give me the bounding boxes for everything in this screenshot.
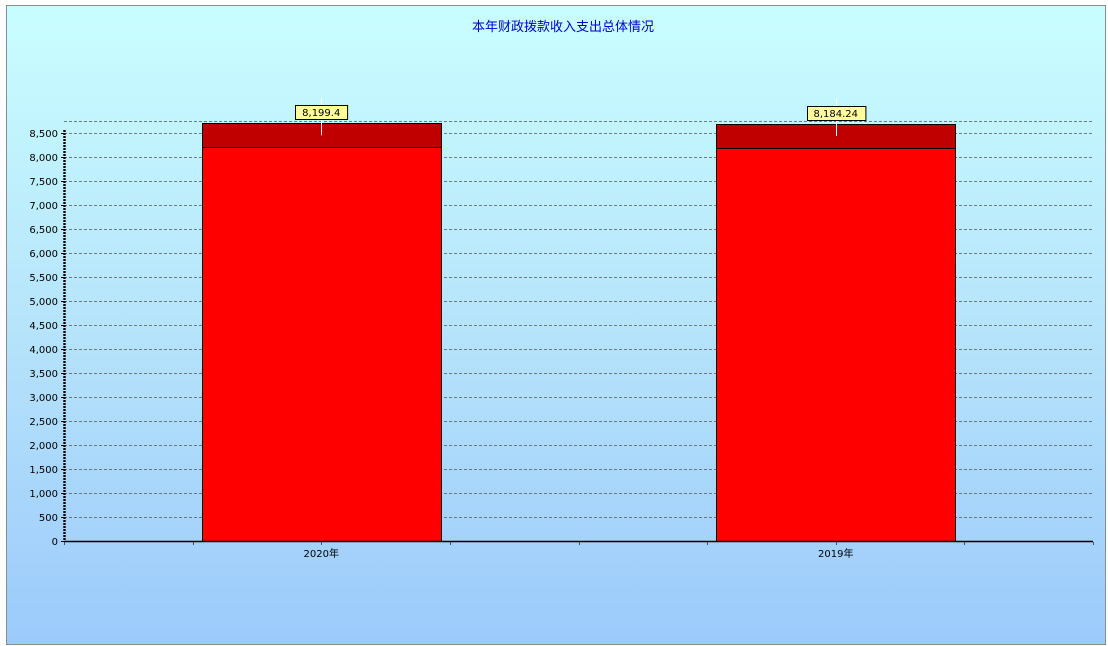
- x-tick-label: 2020年: [304, 547, 339, 560]
- y-tick-label: 0: [52, 537, 58, 548]
- chart-canvas: 本年财政拨款收入支出总体情况 0 500 1,000 1,500 2,000 2,500 3…: [29, 20, 1094, 560]
- bar: [716, 148, 956, 542]
- bars: [202, 123, 956, 542]
- chart-frame: 本年财政拨款收入支出总体情况 0 500 1,000 1,500 2,000 2,500 3…: [6, 5, 1106, 645]
- chart-title: 本年财政拨款收入支出总体情况: [472, 20, 654, 35]
- y-tick-label: 2,500: [29, 417, 58, 428]
- data-labels: 8,199.4 8,184.24: [295, 97, 867, 136]
- bar: [202, 147, 442, 542]
- y-tick-label: 8,000: [29, 153, 58, 164]
- data-label: 8,199.4: [302, 108, 340, 119]
- y-tick-label: 3,000: [29, 393, 58, 404]
- y-tick-label: 4,500: [29, 321, 58, 332]
- data-label-box: [807, 106, 867, 121]
- y-tick-label: 7,000: [29, 201, 58, 212]
- y-tick-label: 2,000: [29, 441, 58, 452]
- data-label: 8,184.24: [813, 109, 858, 120]
- y-tick-label: 8,500: [29, 129, 58, 140]
- x-tick-label: 2019年: [818, 547, 853, 560]
- y-tick-label: 1,500: [29, 465, 58, 476]
- y-tick-label: 7,500: [29, 177, 58, 188]
- axes: 0 500 1,000 1,500 2,000 2,500 3,000 3,500 4,000 4…: [29, 129, 1094, 560]
- y-tick-label: 3,500: [29, 369, 58, 380]
- y-tick-label: 5,000: [29, 297, 58, 308]
- data-label-box: [295, 105, 349, 120]
- y-tick-label: 6,000: [29, 249, 58, 260]
- y-tick-label: 1,000: [29, 489, 58, 500]
- y-tick-label: 5,500: [29, 273, 58, 284]
- y-tick-label: 6,500: [29, 225, 58, 236]
- y-tick-label: 4,000: [29, 345, 58, 356]
- y-tick-label: 500: [39, 513, 58, 524]
